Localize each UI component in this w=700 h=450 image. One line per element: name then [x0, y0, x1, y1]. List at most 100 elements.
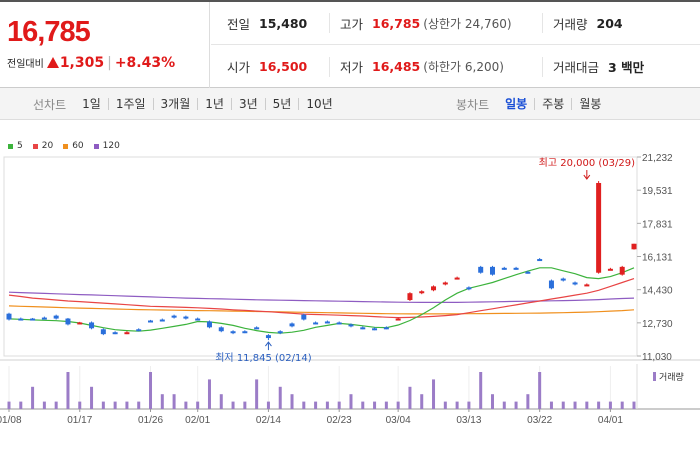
volume-bar[interactable]: [361, 401, 365, 409]
candle-body[interactable]: [242, 331, 248, 334]
volume-bar[interactable]: [573, 401, 577, 409]
volume-bar[interactable]: [526, 394, 530, 409]
candle-body[interactable]: [572, 282, 578, 285]
volume-bar[interactable]: [101, 401, 105, 409]
volume-bar[interactable]: [219, 394, 223, 409]
candle-body[interactable]: [537, 259, 543, 262]
volume-bar[interactable]: [66, 372, 70, 409]
candle-body[interactable]: [206, 321, 212, 328]
volume-bar[interactable]: [432, 379, 436, 409]
volume-bar[interactable]: [184, 401, 188, 409]
candle-body[interactable]: [218, 327, 224, 332]
volume-bar[interactable]: [290, 394, 294, 409]
candle-body[interactable]: [419, 291, 425, 294]
candle-body[interactable]: [336, 322, 342, 325]
candle-body[interactable]: [100, 329, 106, 335]
candle-body[interactable]: [607, 268, 613, 271]
volume-bar[interactable]: [196, 401, 200, 409]
period-3y[interactable]: 3년: [230, 98, 265, 110]
volume-bar[interactable]: [302, 401, 306, 409]
candle-weekly[interactable]: 주봉: [534, 98, 571, 110]
period-1w[interactable]: 1주일: [107, 98, 153, 110]
period-1y[interactable]: 1년: [197, 98, 231, 110]
volume-bar[interactable]: [325, 401, 329, 409]
volume-bar[interactable]: [608, 401, 612, 409]
candle-body[interactable]: [560, 278, 566, 281]
candle-body[interactable]: [230, 331, 236, 334]
candle-body[interactable]: [324, 321, 330, 324]
volume-bar[interactable]: [549, 401, 553, 409]
volume-bar[interactable]: [561, 401, 565, 409]
candle-body[interactable]: [383, 327, 389, 330]
volume-bar[interactable]: [207, 379, 211, 409]
candle-body[interactable]: [41, 317, 47, 320]
candle-body[interactable]: [6, 313, 12, 320]
candle-body[interactable]: [171, 315, 177, 318]
volume-bar[interactable]: [396, 401, 400, 409]
volume-bar[interactable]: [384, 401, 388, 409]
volume-bar[interactable]: [137, 401, 141, 409]
volume-bar[interactable]: [467, 401, 471, 409]
volume-bar[interactable]: [314, 401, 318, 409]
candle-body[interactable]: [301, 314, 307, 320]
volume-bar[interactable]: [255, 379, 259, 409]
volume-bar[interactable]: [337, 401, 341, 409]
volume-bar[interactable]: [7, 401, 11, 409]
candle-body[interactable]: [30, 318, 36, 321]
candle-body[interactable]: [395, 318, 401, 321]
candle-body[interactable]: [289, 323, 295, 327]
volume-bar[interactable]: [231, 401, 235, 409]
candle-body[interactable]: [313, 322, 319, 325]
candle-daily[interactable]: 일봉: [505, 97, 528, 111]
candle-body[interactable]: [195, 318, 201, 321]
candle-body[interactable]: [18, 318, 24, 321]
volume-bar[interactable]: [514, 401, 518, 409]
candle-body[interactable]: [548, 280, 554, 289]
volume-bar[interactable]: [479, 372, 483, 409]
candle-body[interactable]: [277, 331, 283, 334]
period-1d[interactable]: 1일: [82, 97, 101, 111]
volume-bar[interactable]: [19, 401, 23, 409]
candle-body[interactable]: [372, 328, 378, 331]
candle-body[interactable]: [454, 277, 460, 280]
volume-bar[interactable]: [420, 394, 424, 409]
candle-body[interactable]: [183, 316, 189, 319]
volume-bar[interactable]: [243, 401, 247, 409]
volume-bar[interactable]: [31, 386, 35, 409]
candle-body[interactable]: [442, 282, 448, 285]
volume-bar[interactable]: [349, 394, 353, 409]
candle-body[interactable]: [489, 266, 495, 275]
volume-bar[interactable]: [443, 401, 447, 409]
candle-body[interactable]: [431, 286, 437, 291]
candle-body[interactable]: [77, 322, 83, 325]
candle-body[interactable]: [348, 324, 354, 327]
period-10y[interactable]: 10년: [298, 98, 339, 110]
candle-body[interactable]: [265, 335, 271, 339]
candle-body[interactable]: [254, 327, 260, 330]
volume-bar[interactable]: [585, 401, 589, 409]
candle-body[interactable]: [525, 271, 531, 274]
volume-bar[interactable]: [278, 386, 282, 409]
candle-body[interactable]: [124, 332, 130, 335]
candle-body[interactable]: [478, 266, 484, 273]
volume-bar[interactable]: [113, 401, 117, 409]
volume-bar[interactable]: [160, 394, 164, 409]
candle-body[interactable]: [513, 267, 519, 270]
candle-body[interactable]: [136, 329, 142, 332]
candle-body[interactable]: [53, 315, 59, 319]
volume-bar[interactable]: [266, 401, 270, 409]
candle-body[interactable]: [596, 182, 602, 273]
candle-body[interactable]: [501, 267, 507, 270]
candle-body[interactable]: [148, 320, 154, 323]
volume-bar[interactable]: [632, 401, 636, 409]
volume-bar[interactable]: [597, 401, 601, 409]
period-5y[interactable]: 5년: [264, 98, 299, 110]
volume-bar[interactable]: [408, 386, 412, 409]
volume-bar[interactable]: [455, 401, 459, 409]
volume-bar[interactable]: [78, 401, 82, 409]
volume-bar[interactable]: [125, 401, 129, 409]
candle-body[interactable]: [619, 266, 625, 275]
volume-bar[interactable]: [538, 372, 542, 409]
candle-body[interactable]: [466, 287, 472, 290]
candle-body[interactable]: [112, 332, 118, 335]
